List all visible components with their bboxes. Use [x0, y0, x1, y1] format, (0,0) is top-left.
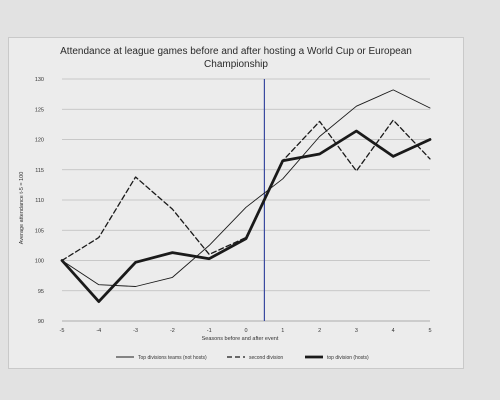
x-tick-label: -1 [207, 328, 212, 334]
legend: Top divisions teams (not hosts) second di… [116, 355, 369, 361]
legend-label: Top divisions teams (not hosts) [138, 355, 207, 361]
x-tick-label: 2 [318, 328, 321, 334]
y-tick-label: 110 [35, 198, 44, 204]
y-tick-label: 105 [35, 228, 44, 234]
y-tick-label: 90 [38, 319, 44, 325]
x-axis-label: Seasons before and after event [202, 336, 279, 342]
x-tick-label: -2 [170, 328, 175, 334]
x-tick-label: -4 [96, 328, 101, 334]
series-line-dashed [61, 119, 431, 262]
series-line-thin [61, 89, 431, 287]
chart-title-line-2: Championship [204, 59, 268, 70]
y-tick-labels: 90 95 100 105 110 115 120 125 130 [35, 77, 44, 325]
x-tick-label: 0 [244, 328, 247, 334]
x-tick-label: 5 [428, 328, 431, 334]
y-tick-label: 120 [35, 138, 44, 144]
legend-item: top division (hosts) [305, 355, 369, 361]
line-chart: Attendance at league games before and af… [19, 46, 432, 361]
y-tick-label: 115 [35, 168, 44, 174]
y-axis-label: Average attendance t-5 = 100 [19, 172, 25, 245]
x-tick-label: 4 [392, 328, 395, 334]
series-layer [60, 89, 432, 304]
x-tick-label: 3 [355, 328, 358, 334]
y-tick-label: 95 [38, 289, 44, 295]
y-tick-label: 125 [35, 107, 44, 113]
y-tick-label: 130 [35, 77, 44, 83]
x-tick-labels: -5 -4 -3 -2 -1 0 1 2 3 4 5 [60, 328, 432, 334]
chart-title-line-1: Attendance at league games before and af… [60, 46, 412, 57]
y-tick-label: 100 [35, 259, 44, 265]
series-line-thick [60, 129, 432, 304]
legend-item: Top divisions teams (not hosts) [116, 355, 207, 361]
legend-label: top division (hosts) [327, 355, 369, 361]
legend-label: second division [249, 355, 283, 361]
x-tick-label: 1 [281, 328, 284, 334]
gridlines [62, 78, 430, 322]
chart-card: Attendance at league games before and af… [8, 37, 464, 369]
x-tick-label: -5 [60, 328, 65, 334]
legend-item: second division [227, 355, 283, 361]
x-tick-label: -3 [133, 328, 138, 334]
